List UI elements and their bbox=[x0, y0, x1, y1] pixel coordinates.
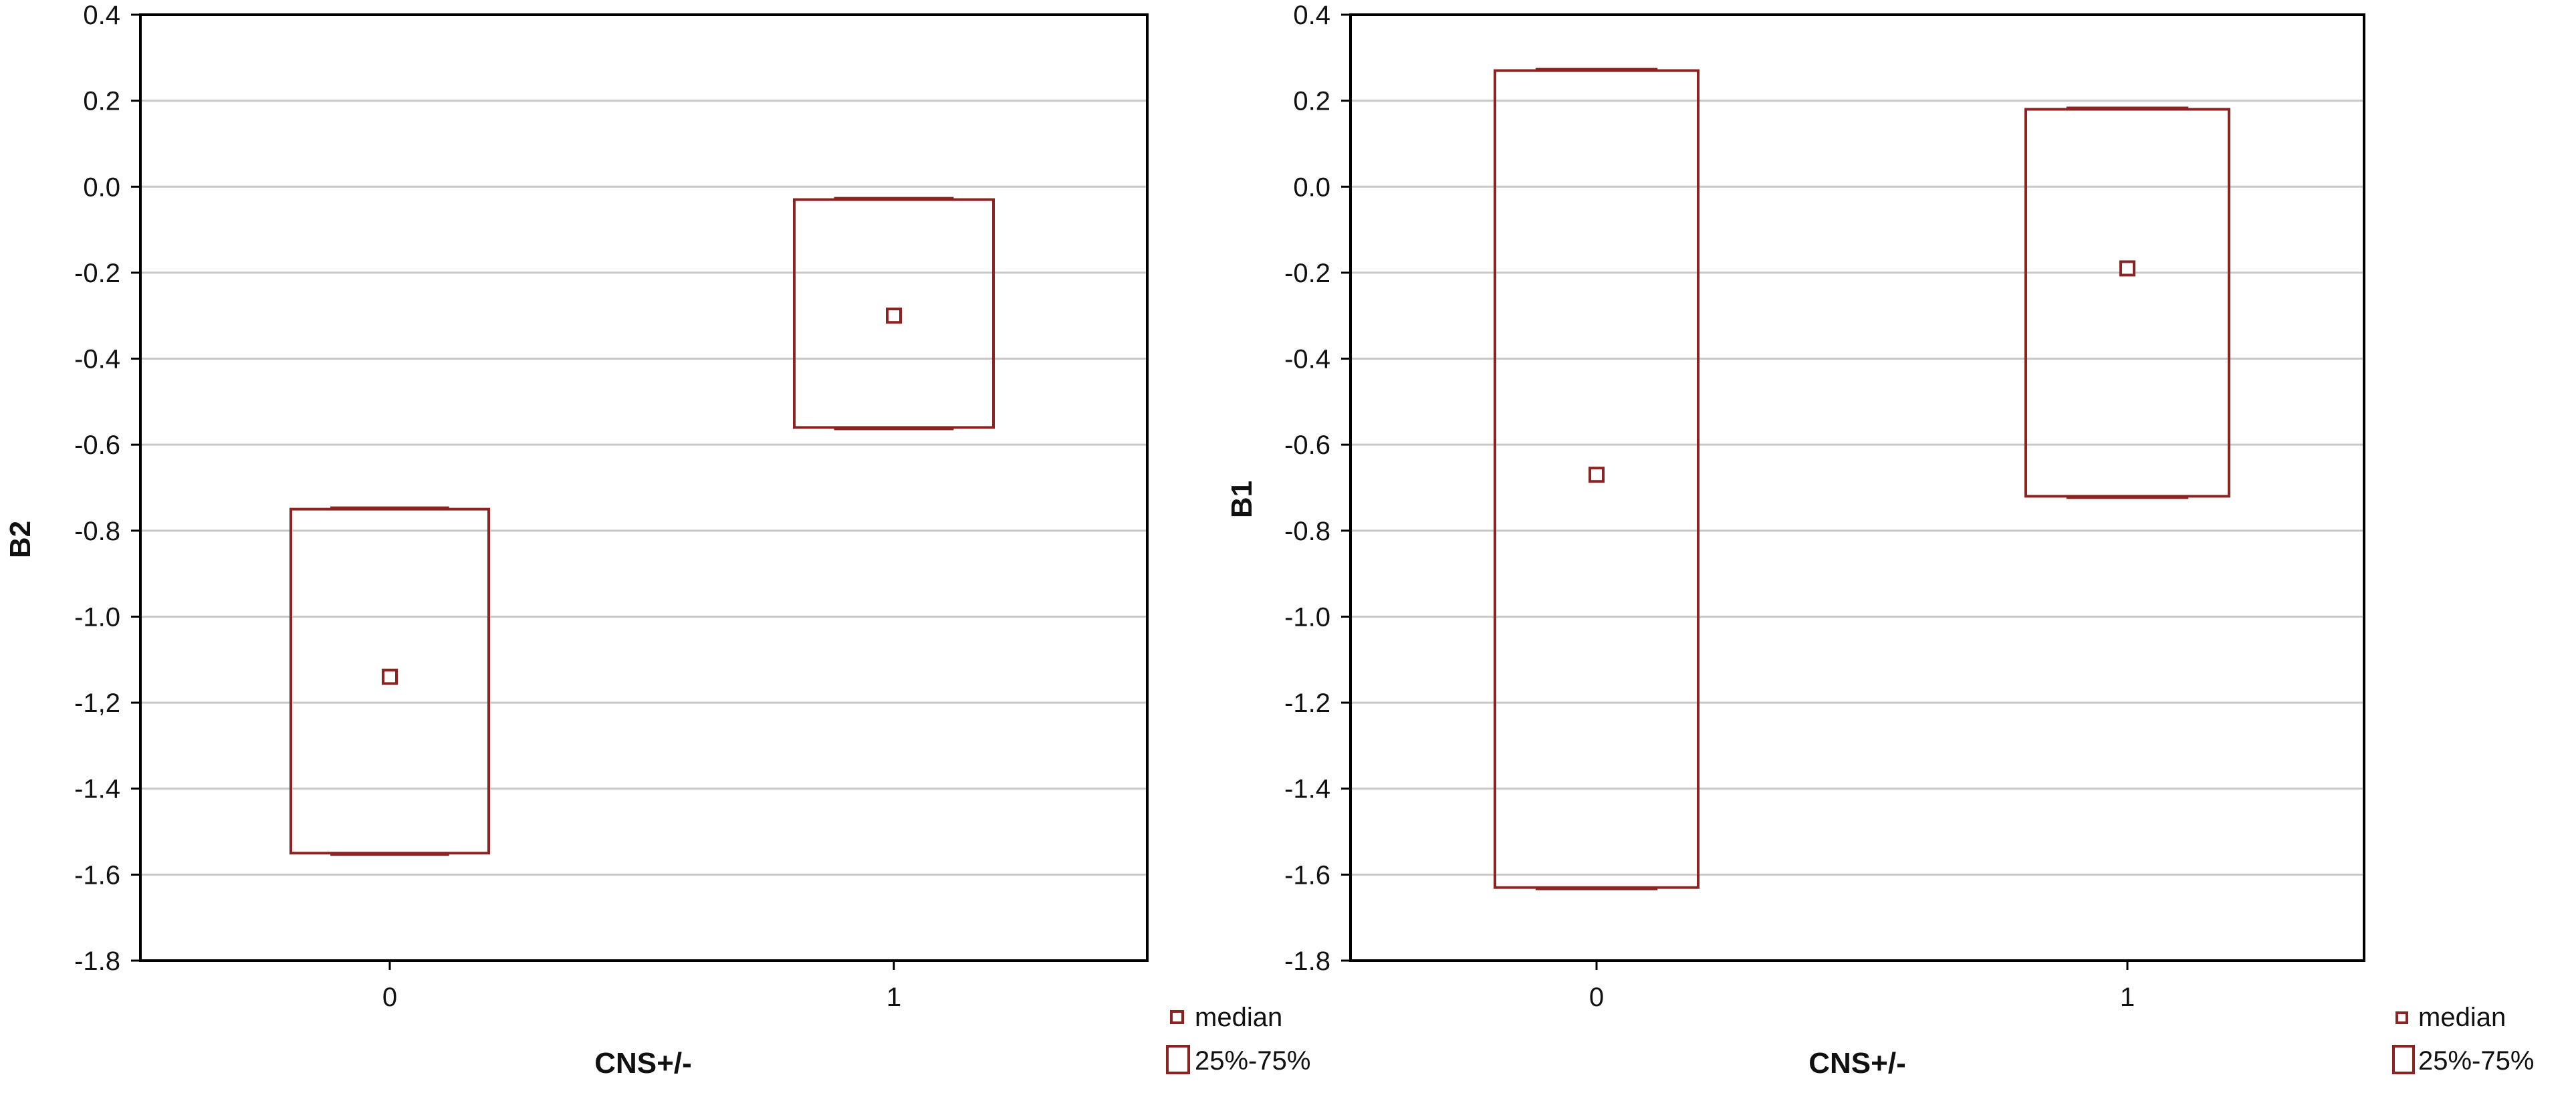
right-x-tick-label: 0 bbox=[1589, 983, 1604, 1012]
right-median-marker-0 bbox=[1589, 467, 1605, 483]
left-y-tick-label: -0.8 bbox=[74, 517, 120, 546]
right-y-tick-label: -0.6 bbox=[1284, 431, 1330, 460]
left-y-tick-labels: 0.4 0.2 0.0 -0.2 -0.4 -0.6 -0.8 -1.0 -1,2 -1.4 -1.… bbox=[74, 1, 120, 976]
right-legend-median-marker bbox=[2395, 1011, 2408, 1024]
right-median-marker-1 bbox=[2119, 260, 2135, 277]
right-x-tick-label: 1 bbox=[2120, 983, 2135, 1012]
left-legend-median-marker bbox=[1170, 1010, 1184, 1024]
right-y-tick-label: -1.0 bbox=[1284, 602, 1330, 632]
left-boxplot-panel: 0.4 0.2 0.0 -0.2 -0.4 -0.6 -0.8 -1.0 -1,2 -1.4 -1.… bbox=[4, 1, 1310, 1080]
right-y-tick-label: -1.4 bbox=[1284, 775, 1330, 804]
left-x-tick-label: 0 bbox=[382, 983, 397, 1012]
right-legend: median 25%-75% bbox=[2392, 1003, 2534, 1076]
left-gridlines bbox=[131, 13, 1149, 962]
right-y-tick-label: -0.2 bbox=[1284, 259, 1330, 288]
left-y-tick-label: 0.2 bbox=[83, 87, 120, 116]
right-legend-iqr-marker bbox=[2392, 1045, 2415, 1074]
right-y-tick-label: 0.0 bbox=[1293, 172, 1330, 202]
right-y-tick-label: -1.8 bbox=[1284, 947, 1330, 976]
left-y-tick-label: -1.0 bbox=[74, 602, 120, 632]
right-boxplot-panel: 0.4 0.2 0.0 -0.2 -0.4 -0.6 -0.8 -1.0 -1.2 -1.4 -1.… bbox=[1225, 1, 2534, 1080]
left-y-tick-label: 0.0 bbox=[83, 172, 120, 202]
left-y-axis-title: B2 bbox=[4, 521, 37, 558]
right-y-tick-labels: 0.4 0.2 0.0 -0.2 -0.4 -0.6 -0.8 -1.0 -1.2 -1.4 -1.… bbox=[1284, 1, 1330, 976]
right-y-tick-label: 0.2 bbox=[1293, 87, 1330, 116]
right-iqr-box-1 bbox=[2024, 108, 2230, 498]
left-y-tick-label: -1.6 bbox=[74, 860, 120, 890]
right-x-axis-title: CNS+/- bbox=[1808, 1047, 1905, 1080]
left-y-tick-label: -0.6 bbox=[74, 431, 120, 460]
left-legend: median 25%-75% bbox=[1166, 1003, 1310, 1076]
right-legend-median-label: median bbox=[2418, 1003, 2506, 1032]
right-boxes bbox=[1494, 68, 2230, 890]
right-y-tick-label: -0.8 bbox=[1284, 517, 1330, 546]
right-y-axis-title: B1 bbox=[1225, 481, 1258, 518]
right-y-tick-label: -1.2 bbox=[1284, 689, 1330, 718]
left-x-tick-label: 1 bbox=[887, 983, 901, 1012]
right-gridlines bbox=[1341, 13, 2365, 962]
left-y-tick-label: -0.4 bbox=[74, 345, 120, 374]
right-y-tick-label: -0.4 bbox=[1284, 345, 1330, 374]
left-y-tick-label: -1.4 bbox=[74, 775, 120, 804]
left-legend-median-label: median bbox=[1195, 1003, 1282, 1032]
left-y-tick-label: -1.8 bbox=[74, 947, 120, 976]
right-plot-frame bbox=[1349, 13, 2365, 962]
left-y-tick-label: -0.2 bbox=[74, 259, 120, 288]
right-y-tick-label: 0.4 bbox=[1293, 1, 1330, 30]
left-legend-iqr-label: 25%-75% bbox=[1195, 1046, 1310, 1076]
left-y-tick-label: -1,2 bbox=[74, 689, 120, 718]
right-y-tick-label: -1.6 bbox=[1284, 860, 1330, 890]
left-legend-iqr-marker bbox=[1166, 1045, 1190, 1074]
left-boxes bbox=[289, 197, 995, 856]
left-plot-frame bbox=[139, 13, 1149, 962]
left-x-axis-title: CNS+/- bbox=[594, 1047, 691, 1080]
left-median-marker-1 bbox=[886, 308, 902, 324]
right-legend-iqr-label: 25%-75% bbox=[2418, 1046, 2534, 1076]
left-median-marker-0 bbox=[382, 668, 398, 685]
left-y-tick-label: 0.4 bbox=[83, 1, 120, 30]
